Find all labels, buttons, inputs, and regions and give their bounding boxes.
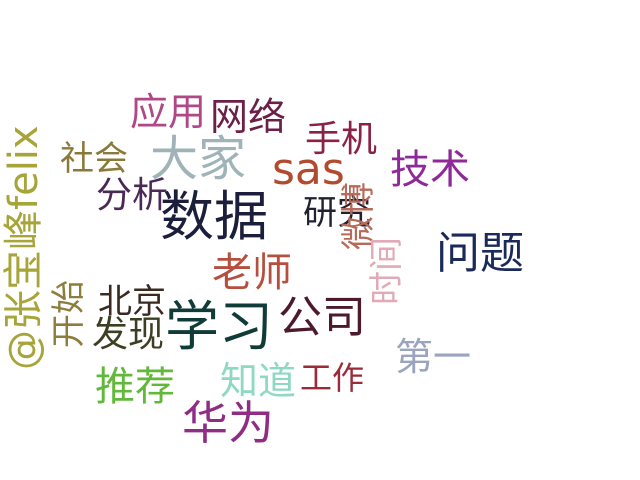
word-beijing: 北京 [98,282,166,322]
word-zhidao: 知道 [220,359,297,403]
word-zhangbaofeng: @张宝峰felix [1,125,47,370]
word-dajia: 大家 [150,131,247,187]
word-xuexi: 学习 [165,295,273,358]
word-wenti: 问题 [436,228,524,279]
word-faxian: 发现 [92,314,165,355]
word-jishu: 技术 [390,147,470,193]
word-shouji: 手机 [305,119,378,160]
word-yingyong: 应用 [130,90,207,134]
word-laoshi: 老师 [212,250,292,296]
word-gongzuo: 工作 [300,359,365,397]
word-gongsi: 公司 [278,292,366,343]
word-sas: sas [272,144,345,195]
word-shuju: 数据 [160,185,268,248]
word-wangluo: 网络 [210,95,287,139]
word-shijian: 时间 [367,237,407,305]
word-shehui: 社会 [60,139,128,179]
word-yanjiu: 研究 [303,193,371,233]
word-huawei: 华为 [182,396,274,450]
word-diyi: 第一 [395,335,472,379]
word-tuijian: 推荐 [95,364,175,410]
word-kaishi: 开始 [49,280,89,348]
word-fenxi: 分析 [96,175,169,216]
